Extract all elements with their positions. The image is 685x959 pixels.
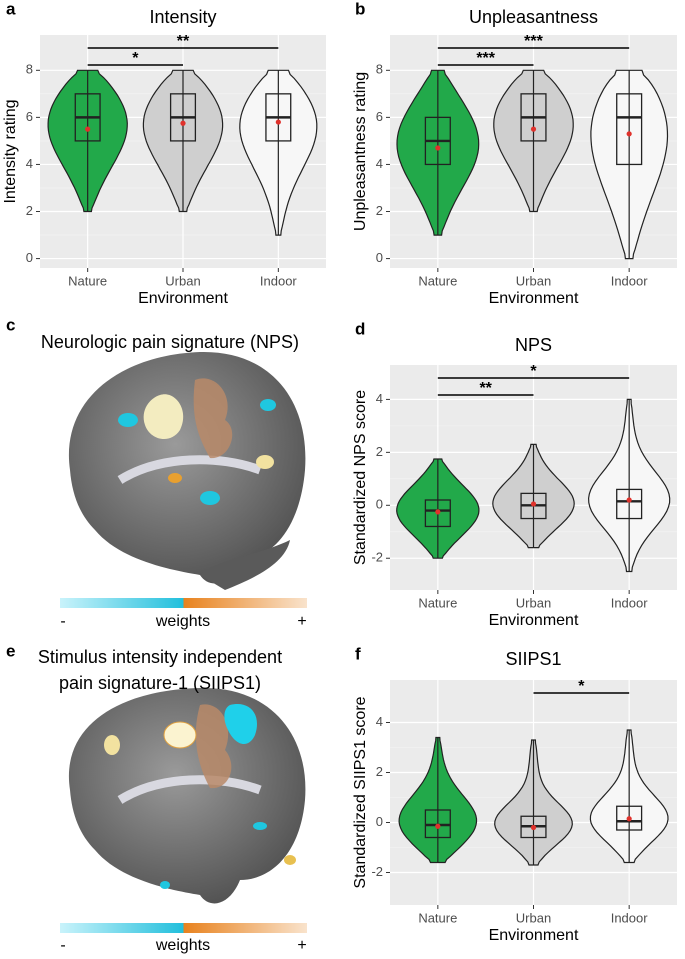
box xyxy=(616,488,643,520)
y-tick-label: 6 xyxy=(376,109,383,124)
colorbar-low: - xyxy=(60,937,65,954)
x-axis-title: Environment xyxy=(489,290,579,307)
y-tick-label: 8 xyxy=(26,62,33,77)
x-tick-label: Nature xyxy=(418,273,457,288)
panel-title: SIIPS1 xyxy=(505,649,561,669)
y-tick-label: 0 xyxy=(376,497,383,512)
colorbar-high: + xyxy=(297,613,306,630)
panel-title: Unpleasantness xyxy=(469,7,598,27)
panel-title: Intensity xyxy=(149,7,216,27)
y-tick-label: 4 xyxy=(376,391,383,406)
mean-dot xyxy=(435,145,441,151)
y-tick-label: 4 xyxy=(376,714,383,729)
panel-title: Stimulus intensity independent xyxy=(38,647,282,667)
panel-letter: e xyxy=(6,641,15,660)
y-tick-label: -2 xyxy=(371,550,383,565)
y-tick-label: 4 xyxy=(26,156,33,171)
y-tick-label: 2 xyxy=(376,444,383,459)
mean-dot xyxy=(85,126,91,132)
y-tick-label: 0 xyxy=(376,814,383,829)
panel-letter: d xyxy=(355,319,365,338)
x-axis-title: Environment xyxy=(489,927,579,944)
significance-label: * xyxy=(578,678,585,695)
colorbar-label: weights xyxy=(155,937,210,954)
colorbar xyxy=(60,598,307,608)
box xyxy=(424,809,451,839)
x-axis-title: Environment xyxy=(138,290,228,307)
panel-letter: a xyxy=(6,0,16,18)
x-tick-label: Indoor xyxy=(260,273,298,288)
mean-dot xyxy=(435,509,441,515)
mean-dot xyxy=(275,119,281,125)
y-tick-label: 2 xyxy=(376,203,383,218)
significance-label: *** xyxy=(476,50,495,67)
y-axis-title: Standardized SIIPS1 score xyxy=(352,696,369,888)
colorbar-label: weights xyxy=(155,613,210,630)
colorbar-low: - xyxy=(60,613,65,630)
x-tick-label: Urban xyxy=(516,595,551,610)
significance-label: * xyxy=(132,50,139,67)
significance-label: *** xyxy=(524,33,543,50)
y-tick-label: 8 xyxy=(376,62,383,77)
significance-label: * xyxy=(530,363,537,380)
box xyxy=(616,93,643,166)
x-tick-label: Urban xyxy=(516,910,551,925)
y-axis-title: Intensity rating xyxy=(2,99,19,203)
x-tick-label: Nature xyxy=(418,595,457,610)
mean-dot xyxy=(530,824,537,831)
significance-label: ** xyxy=(479,380,492,397)
box xyxy=(616,805,643,831)
mean-dot xyxy=(626,816,632,822)
mean-dot xyxy=(180,120,186,126)
x-tick-label: Nature xyxy=(418,910,457,925)
y-tick-label: 2 xyxy=(376,764,383,779)
mean-dot xyxy=(530,126,537,132)
significance-label: ** xyxy=(177,33,190,50)
y-tick-label: 0 xyxy=(376,250,383,265)
panel-title: Neurologic pain signature (NPS) xyxy=(41,332,299,352)
y-axis-title: Unpleasantness rating xyxy=(352,72,369,231)
x-axis-title: Environment xyxy=(489,612,579,629)
x-tick-label: Nature xyxy=(68,273,107,288)
x-tick-label: Indoor xyxy=(611,910,649,925)
mean-dot xyxy=(435,823,441,829)
colorbar xyxy=(60,923,307,933)
x-tick-label: Indoor xyxy=(611,273,649,288)
mean-dot xyxy=(626,131,632,137)
panel-letter: c xyxy=(6,315,15,334)
panel-title: pain signature-1 (SIIPS1) xyxy=(59,673,261,693)
box xyxy=(424,499,451,528)
x-tick-label: Urban xyxy=(165,273,200,288)
y-axis-title: Standardized NPS score xyxy=(352,390,369,565)
y-tick-label: 6 xyxy=(26,109,33,124)
panel-letter: b xyxy=(355,0,365,18)
colorbar-high: + xyxy=(297,937,306,954)
y-tick-label: 4 xyxy=(376,156,383,171)
y-tick-label: 2 xyxy=(26,203,33,218)
panel-title: NPS xyxy=(515,335,552,355)
mean-dot xyxy=(530,501,537,507)
x-tick-label: Indoor xyxy=(611,595,649,610)
y-tick-label: -2 xyxy=(371,864,383,879)
y-tick-label: 0 xyxy=(26,250,33,265)
brain-image-siips1 xyxy=(68,687,306,904)
mean-dot xyxy=(626,497,632,503)
panel-letter: f xyxy=(355,644,361,663)
brain-image-nps xyxy=(68,351,306,590)
x-tick-label: Urban xyxy=(516,273,551,288)
